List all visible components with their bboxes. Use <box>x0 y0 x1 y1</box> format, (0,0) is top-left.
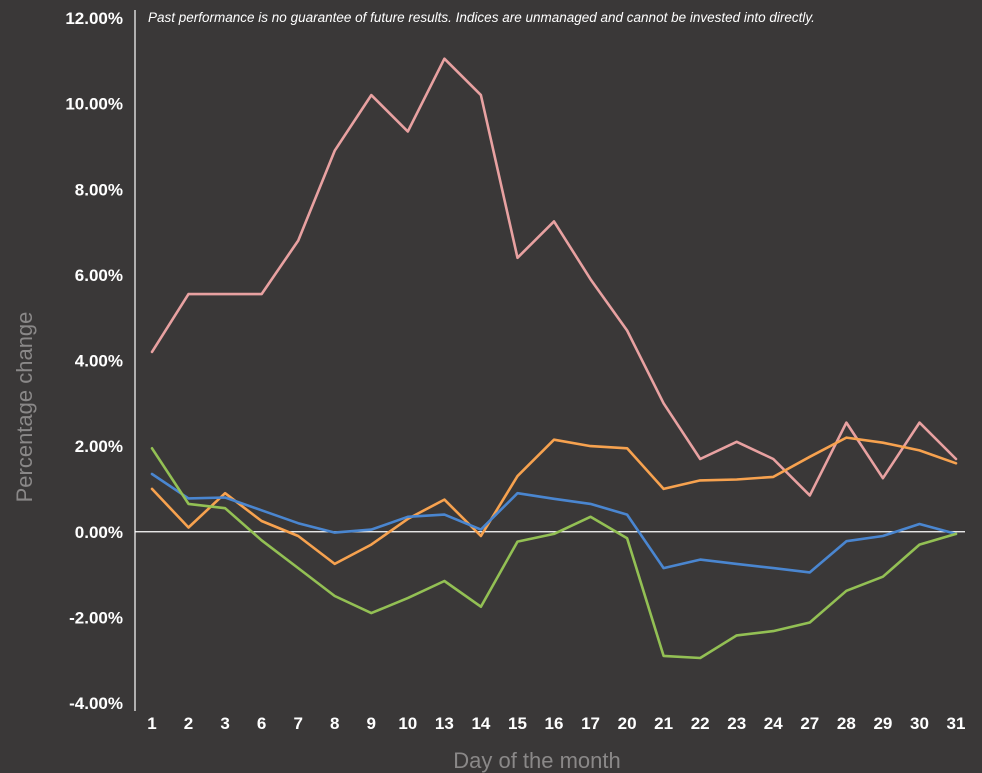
x-tick-label: 20 <box>618 714 637 733</box>
x-tick-label: 28 <box>837 714 856 733</box>
x-tick-label: 1 <box>147 714 156 733</box>
x-tick-label: 17 <box>581 714 600 733</box>
x-tick-label: 3 <box>220 714 229 733</box>
y-tick-label: 8.00% <box>75 180 123 199</box>
x-tick-label: 15 <box>508 714 527 733</box>
x-tick-label: 9 <box>367 714 376 733</box>
x-tick-label: 13 <box>435 714 454 733</box>
x-tick-label: 22 <box>691 714 710 733</box>
y-tick-label: 4.00% <box>75 352 123 371</box>
y-tick-label: 10.00% <box>65 95 123 114</box>
y-tick-label: -2.00% <box>69 608 123 627</box>
series-lines <box>150 57 958 660</box>
series-line-1 <box>150 57 958 497</box>
y-tick-label: 2.00% <box>75 437 123 456</box>
series-line-2 <box>150 436 958 566</box>
y-tick-label: 6.00% <box>75 266 123 285</box>
x-tick-label: 29 <box>873 714 892 733</box>
x-tick-label: 31 <box>947 714 966 733</box>
x-tick-label: 21 <box>654 714 673 733</box>
x-tick-label: 16 <box>545 714 564 733</box>
series-line-3 <box>150 472 958 574</box>
axes: -4.00% -2.00% 0.00% 2.00% 4.00% 6.00% 8.00% 10.… <box>65 9 965 733</box>
y-tick-label: -4.00% <box>69 694 123 713</box>
disclaimer-annotation: Past performance is no guarantee of futu… <box>148 10 815 25</box>
y-tick-label: 0.00% <box>75 523 123 542</box>
x-tick-label: 2 <box>184 714 193 733</box>
x-tick-label: 8 <box>330 714 339 733</box>
y-axis-title: Percentage change <box>12 312 37 503</box>
x-tick-label: 24 <box>764 714 783 733</box>
x-tick-label: 14 <box>471 714 490 733</box>
x-tick-label: 23 <box>727 714 746 733</box>
x-tick-label: 30 <box>910 714 929 733</box>
x-tick-label: 6 <box>257 714 266 733</box>
x-tick-label: 10 <box>398 714 417 733</box>
x-tick-label: 7 <box>293 714 302 733</box>
y-tick-label: 12.00% <box>65 9 123 28</box>
x-axis-title: Day of the month <box>453 748 621 773</box>
series-line-4 <box>150 446 958 660</box>
x-tick-label: 27 <box>800 714 819 733</box>
